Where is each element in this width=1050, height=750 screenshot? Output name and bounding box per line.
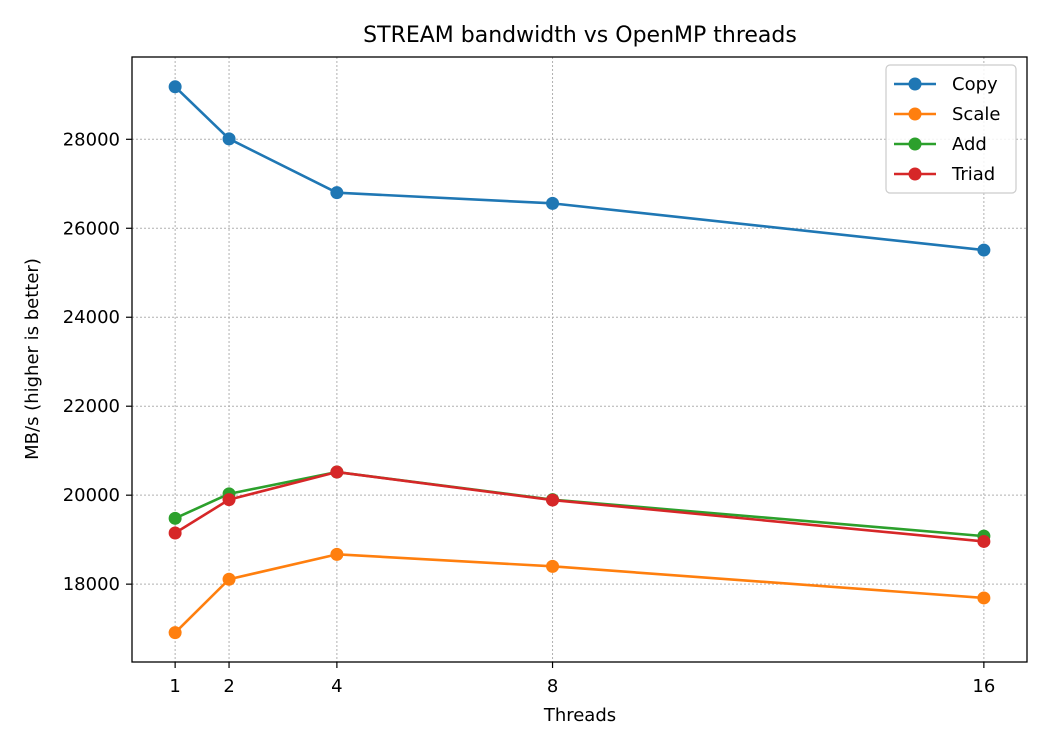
plot-frame xyxy=(131,56,1028,663)
x-tick-label: 1 xyxy=(169,676,180,697)
data-point-triad xyxy=(977,534,991,548)
legend-label: Triad xyxy=(951,164,995,185)
legend-swatch-marker xyxy=(908,137,922,151)
legend-label: Scale xyxy=(952,104,1000,125)
legend-item-triad: Triad xyxy=(894,164,995,185)
data-point-add xyxy=(168,511,182,525)
y-tick-label: 22000 xyxy=(63,396,120,417)
data-point-triad xyxy=(546,493,560,507)
series-layer xyxy=(168,80,991,640)
data-point-copy xyxy=(168,80,182,94)
x-tick-label: 2 xyxy=(223,676,234,697)
data-point-copy xyxy=(546,196,560,210)
legend-item-scale: Scale xyxy=(894,104,1000,125)
y-tick-label: 24000 xyxy=(63,307,120,328)
legend: Copy Scale Add Triad xyxy=(885,64,1017,194)
legend-swatch-marker xyxy=(908,77,922,91)
legend-item-add: Add xyxy=(894,134,987,155)
y-tick-label: 20000 xyxy=(63,485,120,506)
series-triad xyxy=(168,465,991,548)
data-point-copy xyxy=(977,243,991,257)
data-point-triad xyxy=(168,526,182,540)
x-tick-label: 16 xyxy=(972,676,995,697)
axis-ticks: 1 2 4 8 16 18000 20000 22000 24000 26000 28000 xyxy=(63,129,996,697)
data-point-scale xyxy=(222,572,236,586)
legend-swatch-marker xyxy=(908,167,922,181)
y-tick-label: 26000 xyxy=(63,218,120,239)
data-point-scale xyxy=(546,559,560,573)
legend-label: Copy xyxy=(952,74,998,95)
legend-item-copy: Copy xyxy=(894,74,998,95)
y-axis-label: MB/s (higher is better) xyxy=(22,258,43,460)
x-tick-label: 4 xyxy=(331,676,342,697)
data-point-scale xyxy=(330,547,344,561)
data-point-scale xyxy=(168,626,182,640)
data-point-triad xyxy=(222,493,236,507)
data-point-triad xyxy=(330,465,344,479)
legend-label: Add xyxy=(952,134,987,155)
x-axis-label: Threads xyxy=(543,705,616,726)
legend-swatch-marker xyxy=(908,107,922,121)
series-copy xyxy=(168,80,991,257)
data-point-copy xyxy=(222,132,236,146)
chart-title: STREAM bandwidth vs OpenMP threads xyxy=(363,23,797,48)
data-point-copy xyxy=(330,186,344,200)
data-point-scale xyxy=(977,591,991,605)
x-tick-label: 8 xyxy=(547,676,558,697)
series-scale xyxy=(168,547,991,640)
y-tick-label: 28000 xyxy=(63,129,120,150)
legend-box xyxy=(885,64,1017,194)
y-tick-label: 18000 xyxy=(63,574,120,595)
